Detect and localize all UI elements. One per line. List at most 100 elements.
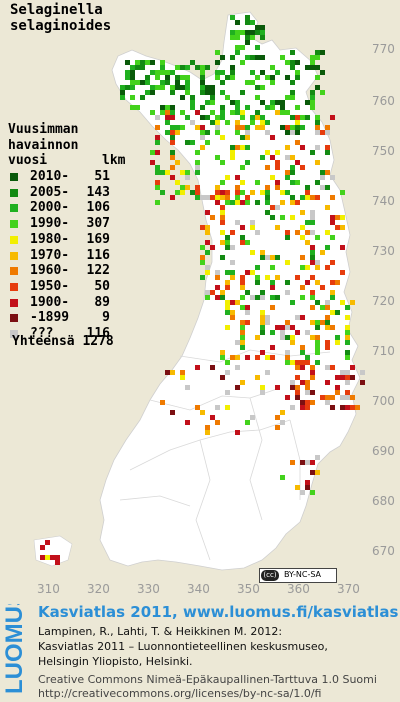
observation-square	[185, 175, 190, 180]
observation-square	[185, 75, 190, 80]
observation-square	[225, 325, 230, 330]
observation-square	[255, 30, 260, 35]
observation-square	[230, 200, 235, 205]
observation-square	[305, 405, 310, 410]
observation-square	[290, 155, 295, 160]
observation-square	[180, 85, 185, 90]
observation-square	[335, 385, 340, 390]
observation-square	[215, 285, 220, 290]
observation-square	[300, 380, 305, 385]
observation-square	[285, 95, 290, 100]
observation-square	[330, 195, 335, 200]
observation-square	[145, 60, 150, 65]
x-tick: 340	[187, 582, 210, 596]
observation-square	[240, 115, 245, 120]
observation-square	[275, 185, 280, 190]
observation-square	[290, 195, 295, 200]
observation-square	[235, 220, 240, 225]
observation-square	[270, 65, 275, 70]
observation-square	[285, 325, 290, 330]
observation-square	[275, 205, 280, 210]
observation-square	[205, 100, 210, 105]
observation-square	[220, 70, 225, 75]
observation-square	[215, 200, 220, 205]
observation-square	[265, 210, 270, 215]
observation-square	[155, 165, 160, 170]
observation-square	[230, 75, 235, 80]
observation-square	[315, 145, 320, 150]
observation-square	[205, 240, 210, 245]
observation-square	[130, 95, 135, 100]
observation-square	[130, 70, 135, 75]
observation-square	[165, 80, 170, 85]
observation-square	[310, 55, 315, 60]
observation-square	[290, 380, 295, 385]
cc-license-badge[interactable]: (cc) BY-NC-SA	[259, 568, 337, 583]
observation-square	[325, 205, 330, 210]
observation-square	[245, 15, 250, 20]
observation-square	[195, 195, 200, 200]
observation-square	[215, 125, 220, 130]
observation-square	[310, 245, 315, 250]
observation-square	[205, 250, 210, 255]
observation-square	[330, 280, 335, 285]
observation-square	[325, 305, 330, 310]
license-link[interactable]: http://creativecommons.org/licenses/by-n…	[38, 687, 322, 700]
observation-square	[305, 390, 310, 395]
observation-square	[235, 125, 240, 130]
legend-swatch	[10, 173, 18, 182]
observation-square	[230, 35, 235, 40]
observation-square	[205, 65, 210, 70]
observation-square	[205, 290, 210, 295]
observation-square	[255, 95, 260, 100]
observation-square	[340, 225, 345, 230]
observation-square	[185, 185, 190, 190]
observation-square	[230, 55, 235, 60]
observation-square	[310, 105, 315, 110]
observation-square	[220, 190, 225, 195]
observation-square	[325, 365, 330, 370]
observation-square	[200, 90, 205, 95]
observation-square	[335, 310, 340, 315]
observation-square	[240, 320, 245, 325]
observation-square	[300, 350, 305, 355]
license-line1: Creative Commons Nimeä-Epäkaupallinen-Ta…	[38, 673, 377, 686]
observation-square	[230, 155, 235, 160]
observation-square	[280, 335, 285, 340]
observation-square	[280, 105, 285, 110]
observation-square	[310, 400, 315, 405]
observation-square	[310, 275, 315, 280]
observation-square	[145, 75, 150, 80]
observation-square	[165, 370, 170, 375]
observation-square	[185, 65, 190, 70]
observation-square	[235, 430, 240, 435]
observation-square	[325, 400, 330, 405]
observation-square	[340, 405, 345, 410]
observation-square	[300, 400, 305, 405]
observation-square	[200, 145, 205, 150]
observation-square	[310, 260, 315, 265]
observation-square	[145, 90, 150, 95]
observation-square	[325, 130, 330, 135]
observation-square	[305, 240, 310, 245]
observation-square	[305, 195, 310, 200]
observation-square	[245, 240, 250, 245]
observation-square	[215, 130, 220, 135]
legend-count: 143	[86, 184, 110, 200]
observation-square	[310, 290, 315, 295]
observation-square	[345, 355, 350, 360]
x-tick: 330	[137, 582, 160, 596]
observation-square	[230, 245, 235, 250]
observation-square	[320, 185, 325, 190]
observation-square	[310, 305, 315, 310]
observation-square	[210, 100, 215, 105]
observation-square	[170, 135, 175, 140]
observation-square	[260, 350, 265, 355]
atlas-headline[interactable]: Kasviatlas 2011, www.luomus.fi/kasviatla…	[38, 603, 399, 621]
cc-badge-text: BY-NC-SA	[284, 570, 322, 579]
observation-square	[335, 340, 340, 345]
observation-square	[135, 65, 140, 70]
observation-square	[165, 120, 170, 125]
observation-square	[155, 170, 160, 175]
observation-square	[225, 285, 230, 290]
